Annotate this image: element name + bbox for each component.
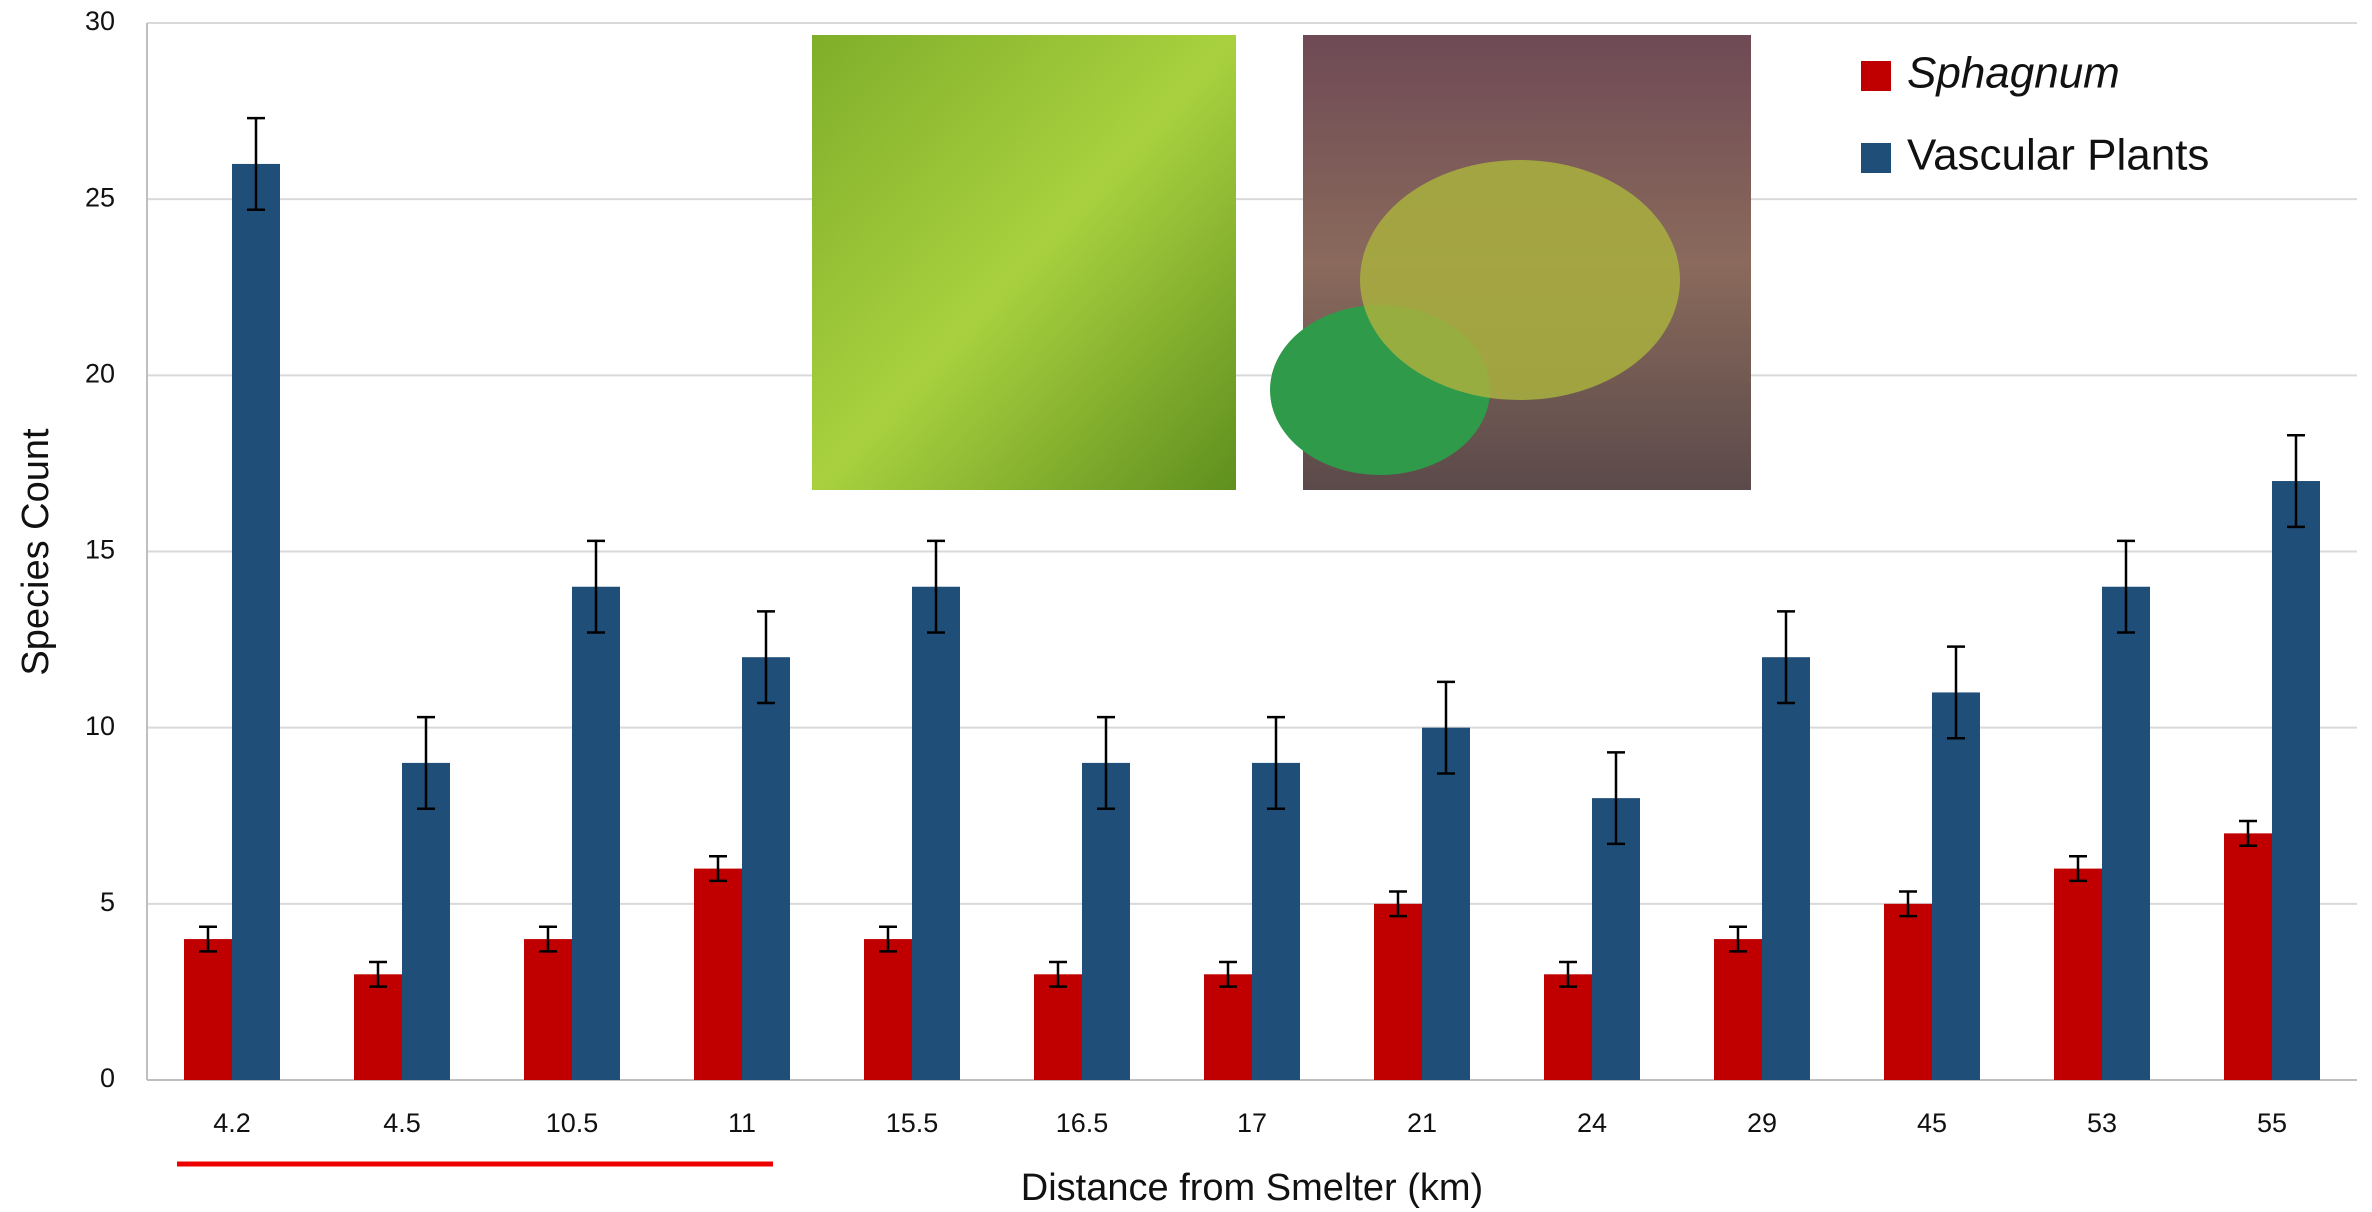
bar xyxy=(402,762,450,1080)
bar xyxy=(184,939,232,1080)
bar xyxy=(1204,974,1252,1080)
x-tick-label: 4.5 xyxy=(383,1108,421,1138)
bar xyxy=(1374,903,1422,1080)
x-tick-label: 24 xyxy=(1577,1108,1607,1138)
bar xyxy=(1252,762,1300,1080)
x-tick-label: 55 xyxy=(2257,1108,2287,1138)
bar xyxy=(742,657,790,1080)
bar xyxy=(694,868,742,1080)
y-tick-label: 25 xyxy=(85,182,115,212)
bar xyxy=(912,586,960,1080)
x-tick-label: 21 xyxy=(1407,1108,1437,1138)
bar xyxy=(1544,974,1592,1080)
x-tick-label: 4.2 xyxy=(213,1108,251,1138)
bar xyxy=(572,586,620,1080)
bar xyxy=(2102,586,2150,1080)
x-tick-label: 15.5 xyxy=(886,1108,939,1138)
x-tick-label: 29 xyxy=(1747,1108,1777,1138)
y-tick-label: 0 xyxy=(100,1063,115,1093)
bar xyxy=(524,939,572,1080)
bar xyxy=(1762,657,1810,1080)
legend-label: Sphagnum xyxy=(1907,49,2120,98)
legend-swatch xyxy=(1861,61,1891,91)
bar xyxy=(232,163,280,1080)
bar xyxy=(1884,903,1932,1080)
x-tick-label: 53 xyxy=(2087,1108,2117,1138)
x-tick-label: 11 xyxy=(728,1108,756,1138)
y-tick-label: 15 xyxy=(85,535,115,565)
bar xyxy=(2272,481,2320,1080)
x-tick-label: 17 xyxy=(1237,1108,1267,1138)
x-tick-label: 10.5 xyxy=(546,1108,599,1138)
photo-plant xyxy=(1360,160,1680,400)
legend-swatch xyxy=(1861,143,1891,173)
y-tick-label: 10 xyxy=(85,711,115,741)
y-tick-label: 5 xyxy=(100,887,115,917)
y-axis-title: Species Count xyxy=(15,428,57,676)
bar xyxy=(1714,939,1762,1080)
y-tick-label: 30 xyxy=(85,6,115,36)
bar xyxy=(2224,833,2272,1080)
bar xyxy=(1932,692,1980,1080)
bar xyxy=(1082,762,1130,1080)
x-axis-title: Distance from Smelter (km) xyxy=(1021,1167,1483,1209)
bar xyxy=(864,939,912,1080)
photo-sphagnum xyxy=(812,35,1236,490)
x-tick-label: 16.5 xyxy=(1056,1108,1109,1138)
bar xyxy=(354,974,402,1080)
y-tick-label: 20 xyxy=(85,358,115,388)
bar xyxy=(1422,727,1470,1080)
legend-label: Vascular Plants xyxy=(1907,131,2209,180)
bar xyxy=(2054,868,2102,1080)
x-tick-label: 45 xyxy=(1917,1108,1947,1138)
bar xyxy=(1034,974,1082,1080)
